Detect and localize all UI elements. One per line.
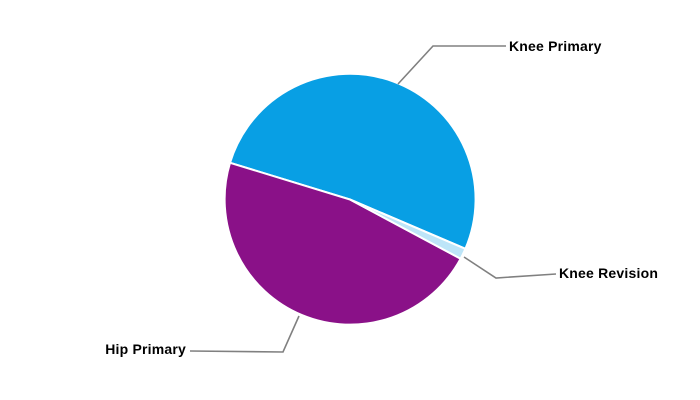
label-knee-primary: Knee Primary	[509, 38, 602, 54]
leader-line-hip-primary	[189, 315, 300, 353]
pie-slice-hip-primary[interactable]	[223, 161, 462, 326]
pie-slices-group	[223, 72, 477, 326]
pie-slice-knee-primary[interactable]	[228, 72, 477, 251]
leader-line-knee-primary	[397, 45, 506, 85]
leader-line-knee-revision	[463, 256, 557, 279]
label-hip-primary: Hip Primary	[105, 341, 186, 357]
label-knee-revision: Knee Revision	[559, 265, 658, 281]
pie-slice-knee-revision[interactable]	[349, 198, 467, 261]
leader-lines-group	[189, 45, 557, 353]
slice-labels-group: Knee Primary Knee Revision Hip Primary	[105, 38, 658, 357]
